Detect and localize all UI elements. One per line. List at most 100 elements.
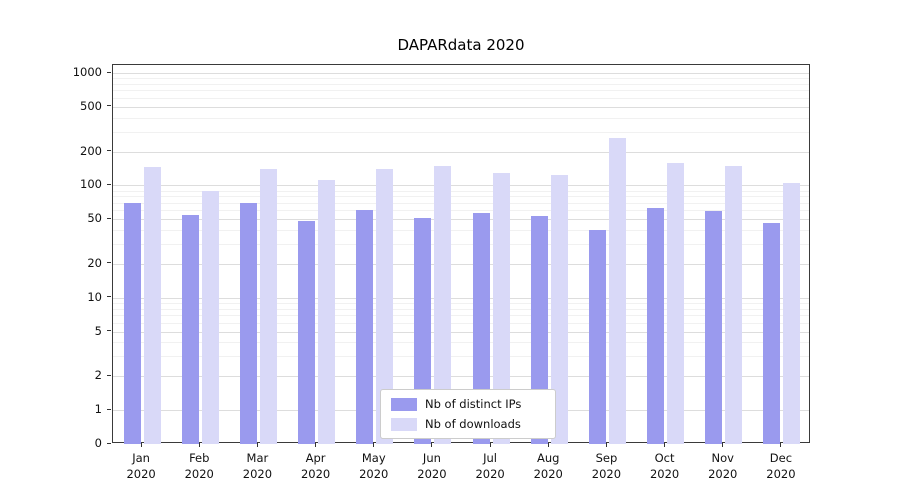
legend: Nb of distinct IPs Nb of downloads [380,389,556,439]
y-tick-label: 50 [87,211,102,226]
bar-downloads [143,167,161,444]
bar-distinct-ips [705,211,723,444]
x-tick-mark [547,443,549,447]
gridline-major [113,376,809,378]
bar-downloads [201,190,219,444]
bar-distinct-ips [763,223,781,444]
bar-downloads [434,166,452,444]
bar-downloads [318,179,336,444]
gridline-major [113,331,809,333]
x-tick-label: Jan 2020 [126,451,156,481]
y-tick-mark [107,217,111,219]
x-tick-mark [373,443,375,447]
gridline-minor [113,90,809,92]
gridline-major [113,73,809,75]
y-tick-label: 10 [87,289,102,304]
y-tick-label: 20 [87,255,102,270]
x-tick-label: Feb 2020 [184,451,214,481]
y-tick-mark [107,442,111,444]
gridline-minor [113,244,809,246]
x-tick-mark [431,443,433,447]
bar-distinct-ips [588,230,606,444]
x-tick-mark [198,443,200,447]
gridline-major [113,151,809,153]
x-tick-label: Mar 2020 [242,451,273,481]
bar-distinct-ips [472,212,490,444]
gridline-major [113,106,809,108]
y-tick-label: 1 [94,402,102,416]
x-tick-label: Jun 2020 [417,451,447,481]
gridline-major [113,219,809,221]
x-tick-label: May 2020 [359,451,389,481]
gridline-minor [113,131,809,133]
gridline-minor [113,308,809,310]
y-tick-mark [107,183,111,185]
y-tick-mark [107,150,111,152]
bar-downloads [725,166,743,444]
legend-swatch-ips [391,397,417,411]
gridline-minor [113,98,809,99]
bar-downloads [376,168,394,444]
bar-downloads [550,175,568,444]
x-tick-label: Aug 2020 [533,451,563,481]
gridline-minor [113,117,809,119]
plot-area [112,64,810,444]
bar-distinct-ips [123,202,141,444]
bar-downloads [259,168,277,444]
gridline-minor [113,302,809,304]
y-tick-label: 2 [94,368,102,383]
gridline-major [113,263,809,265]
bar-distinct-ips [239,202,257,444]
x-tick-label: Oct 2020 [649,451,680,481]
bar-downloads [783,183,801,444]
gridline-minor [113,190,809,192]
gridline-minor [113,322,809,324]
x-tick-mark [489,443,491,447]
legend-label-ips: Nb of distinct IPs [425,397,522,411]
gridline-minor [113,230,809,232]
y-tick-label: 0 [94,436,102,450]
gridline-minor [113,356,809,358]
legend-swatch-downloads [391,417,417,431]
x-tick-label: Sep 2020 [591,451,622,481]
gridline-major [113,297,809,299]
bar-downloads [492,172,510,444]
bar-distinct-ips [356,210,374,444]
y-tick-label: 500 [80,98,102,113]
gridline-minor [113,78,809,80]
x-tick-label: Dec 2020 [766,451,796,481]
bar-distinct-ips [647,207,665,444]
bar-distinct-ips [181,214,199,444]
gridline-minor [113,196,809,198]
x-tick-label: Nov 2020 [708,451,738,481]
y-tick-label: 100 [80,177,102,192]
x-tick-mark [140,443,142,447]
bar-distinct-ips [298,221,316,444]
y-tick-mark [107,296,111,298]
gridline-minor [113,210,809,212]
legend-label-downloads: Nb of downloads [425,417,521,431]
x-tick-mark [780,443,782,447]
y-tick-mark [107,105,111,107]
bar-downloads [608,137,626,444]
y-tick-mark [107,330,111,331]
y-tick-label: 200 [80,143,102,158]
legend-entry-distinct-ips: Nb of distinct IPs [391,397,545,411]
x-tick-mark [605,443,607,447]
x-tick-mark [664,443,666,447]
gridline-major [113,185,809,187]
y-tick-label: 5 [94,323,102,338]
gridline-minor [113,342,809,344]
x-tick-label: Apr 2020 [300,451,331,481]
y-tick-mark [107,408,111,410]
bar-distinct-ips [530,216,548,444]
legend-entry-downloads: Nb of downloads [391,417,545,431]
gridline-minor [113,83,809,85]
y-tick-label: 1000 [72,65,102,80]
gridline-minor [113,315,809,317]
x-tick-mark [722,443,724,447]
y-tick-mark [107,374,111,376]
gridline-minor [113,202,809,204]
x-tick-mark [256,443,258,447]
